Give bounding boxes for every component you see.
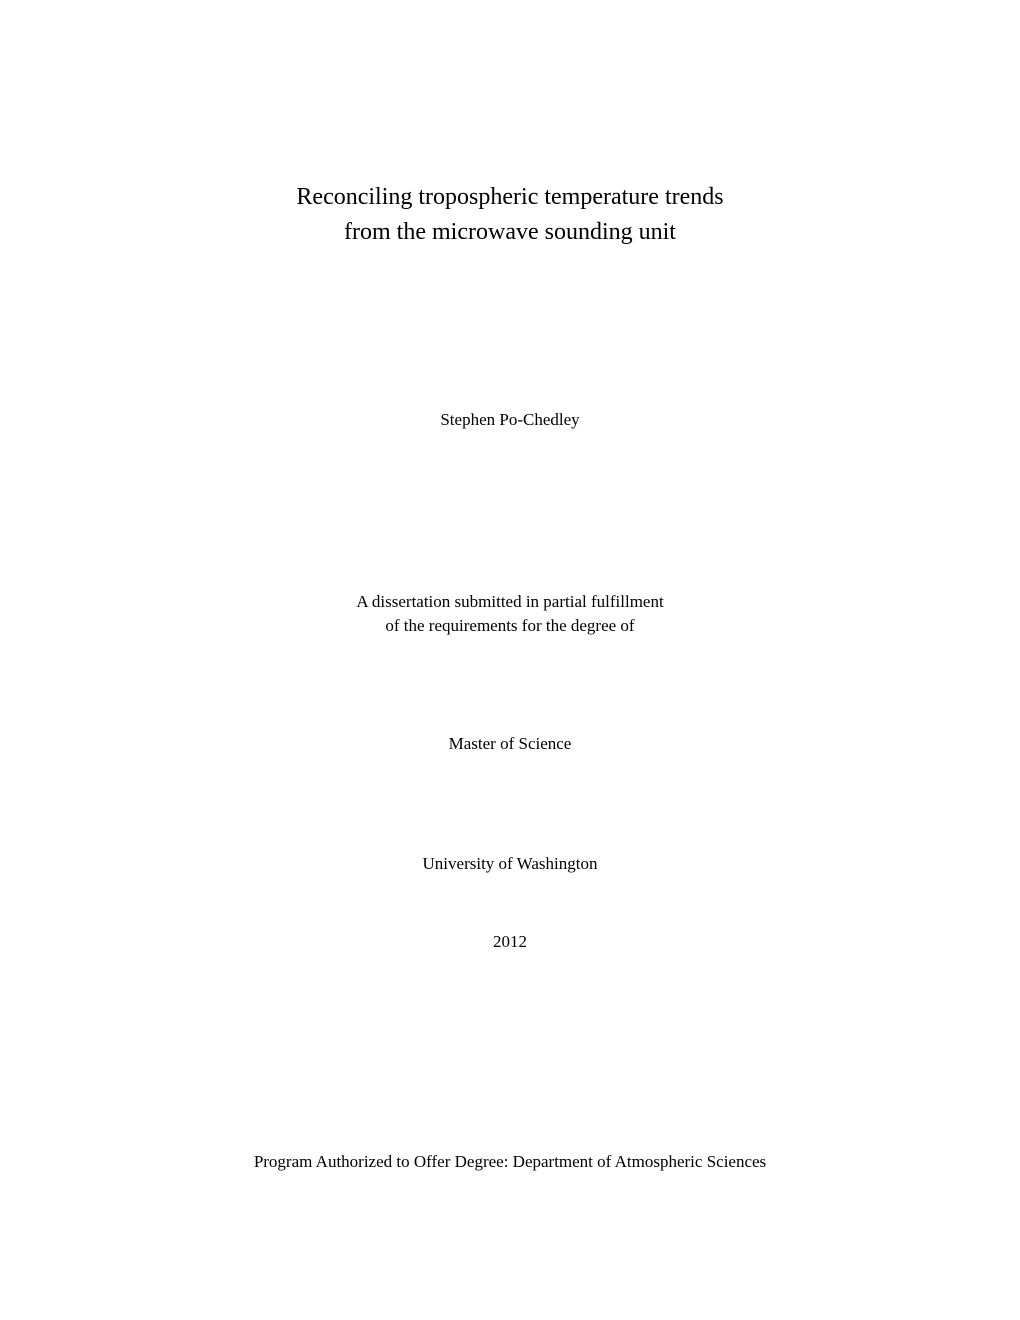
title-page: Reconciling tropospheric temperature tre… bbox=[0, 0, 1020, 1320]
program-authorization: Program Authorized to Offer Degree: Depa… bbox=[254, 1152, 766, 1172]
author-name: Stephen Po-Chedley bbox=[440, 410, 579, 430]
degree-name: Master of Science bbox=[449, 734, 572, 754]
submission-block: A dissertation submitted in partial fulf… bbox=[356, 590, 663, 639]
title-block: Reconciling tropospheric temperature tre… bbox=[296, 180, 723, 250]
title-line-2: from the microwave sounding unit bbox=[296, 215, 723, 250]
year: 2012 bbox=[493, 932, 527, 952]
submission-line-2: of the requirements for the degree of bbox=[356, 614, 663, 639]
submission-line-1: A dissertation submitted in partial fulf… bbox=[356, 590, 663, 615]
university-name: University of Washington bbox=[423, 854, 598, 874]
title-line-1: Reconciling tropospheric temperature tre… bbox=[296, 180, 723, 215]
